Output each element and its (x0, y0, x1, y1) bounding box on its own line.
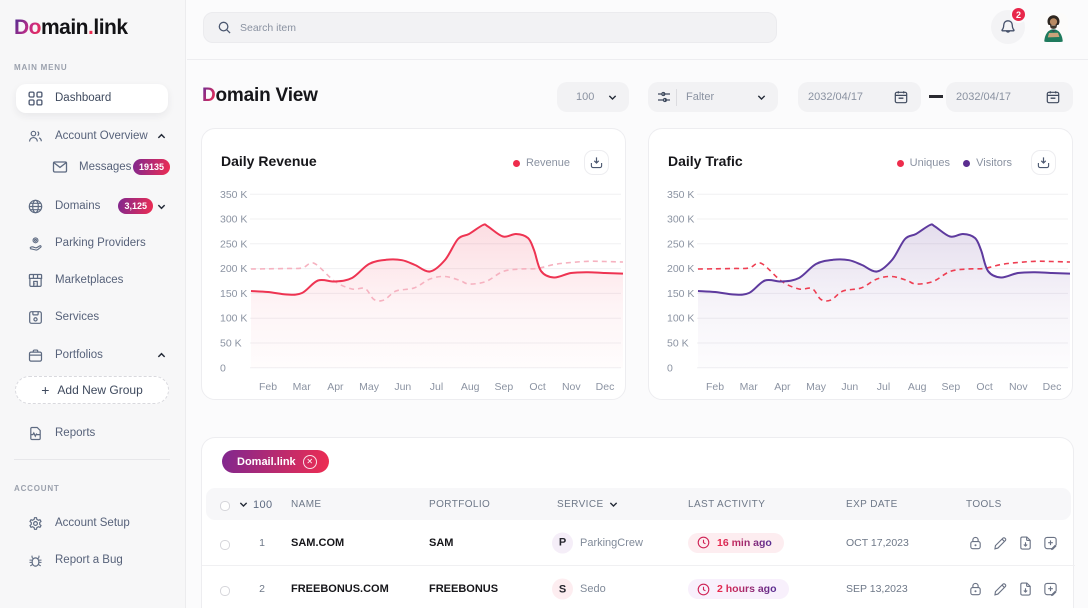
svg-text:May: May (806, 381, 827, 393)
svg-text:100 K: 100 K (220, 313, 247, 325)
svg-text:Apr: Apr (327, 381, 344, 393)
svg-text:200 K: 200 K (667, 263, 694, 275)
svg-text:Feb: Feb (706, 381, 724, 393)
svg-text:200 K: 200 K (220, 263, 247, 275)
svg-text:Mar: Mar (740, 381, 759, 393)
svg-text:Sep: Sep (495, 381, 514, 393)
svg-text:Nov: Nov (1009, 381, 1028, 393)
svg-text:0: 0 (667, 362, 673, 374)
svg-text:300 K: 300 K (220, 214, 247, 226)
svg-text:100 K: 100 K (667, 313, 694, 325)
svg-text:50 K: 50 K (220, 338, 242, 350)
svg-text:Jun: Jun (394, 381, 411, 393)
svg-text:Nov: Nov (562, 381, 581, 393)
svg-text:Jun: Jun (841, 381, 858, 393)
svg-text:Aug: Aug (461, 381, 480, 393)
svg-text:250 K: 250 K (667, 238, 694, 250)
svg-text:Mar: Mar (293, 381, 312, 393)
svg-text:350 K: 350 K (667, 189, 694, 201)
svg-text:Dec: Dec (1043, 381, 1062, 393)
svg-text:May: May (359, 381, 380, 393)
svg-text:Dec: Dec (596, 381, 615, 393)
svg-text:350 K: 350 K (220, 189, 247, 201)
svg-text:50 K: 50 K (667, 338, 689, 350)
svg-text:Oct: Oct (529, 381, 545, 393)
svg-text:300 K: 300 K (667, 214, 694, 226)
svg-text:Sep: Sep (942, 381, 961, 393)
svg-text:Oct: Oct (976, 381, 992, 393)
svg-text:Jul: Jul (430, 381, 443, 393)
svg-text:Jul: Jul (877, 381, 890, 393)
svg-text:Apr: Apr (774, 381, 791, 393)
svg-text:150 K: 150 K (667, 288, 694, 300)
svg-text:150 K: 150 K (220, 288, 247, 300)
svg-text:Aug: Aug (908, 381, 927, 393)
svg-text:0: 0 (220, 362, 226, 374)
svg-text:Feb: Feb (259, 381, 277, 393)
svg-text:250 K: 250 K (220, 238, 247, 250)
